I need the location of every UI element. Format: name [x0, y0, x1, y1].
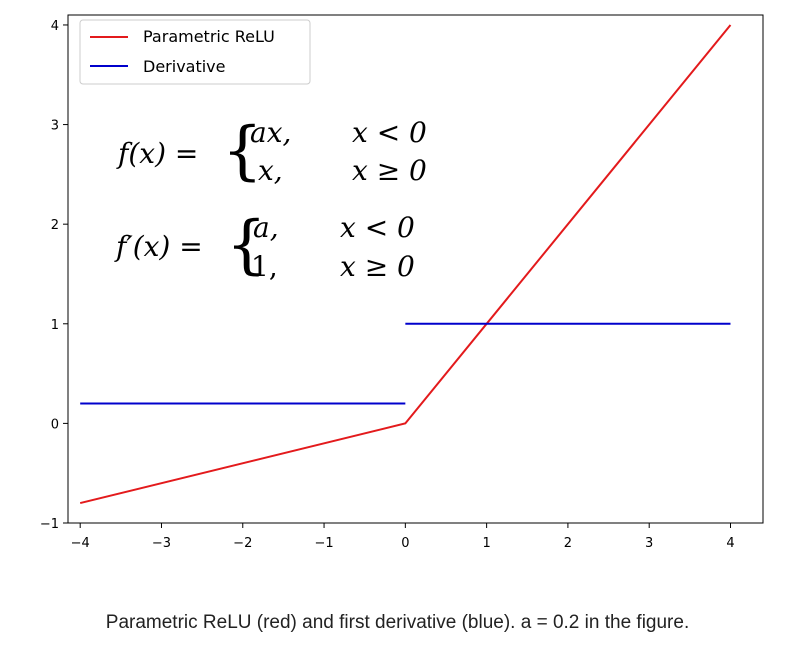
x-tick-label: −1: [314, 536, 333, 551]
y-tick-label: −1: [40, 517, 59, 532]
formula-f-case1-expr: ax,: [250, 116, 291, 149]
prelu-chart: −4 −3 −2 −1 0 1 2 3 4 −1 0 1 2 3 4 Parametric ReLU Der…: [40, 14, 764, 551]
x-tick-label: −3: [152, 536, 171, 551]
figure-caption: Parametric ReLU (red) and first derivati…: [105, 612, 690, 633]
formula-df-lhs: f′(x) =: [114, 230, 203, 263]
legend-frame: [79, 19, 311, 85]
x-tick-label: 3: [645, 536, 653, 551]
y-tick-label: 0: [51, 417, 59, 432]
legend: Parametric ReLU Derivative: [79, 19, 311, 85]
x-tick-label: 4: [726, 536, 734, 551]
formula-derivative: f′(x) = { a, x < 0 1, x ≥ 0: [114, 208, 415, 283]
formula-df-case1-cond: x < 0: [340, 211, 415, 244]
series-layer: [79, 24, 732, 505]
formula-f-lhs: f(x) =: [116, 137, 198, 170]
legend-label-prelu: Parametric ReLU: [143, 27, 275, 46]
formula-f-brace: {: [222, 114, 263, 188]
formula-df-case2-cond: x ≥ 0: [340, 250, 415, 283]
y-tick-label: 1: [51, 318, 59, 333]
legend-label-derivative: Derivative: [143, 57, 226, 76]
formula-df-case1-expr: a,: [253, 211, 279, 244]
x-tick-label: 0: [401, 536, 409, 551]
x-tick-label: −2: [233, 536, 252, 551]
formula-f-case2-cond: x ≥ 0: [352, 154, 427, 187]
formula-prelu: f(x) = { ax, x < 0 x, x ≥ 0: [116, 114, 427, 188]
x-tick-label: −4: [71, 536, 90, 551]
x-tick-label: 2: [564, 536, 572, 551]
formula-df-case2-expr: 1,: [251, 250, 278, 283]
formula-f-case2-expr: x,: [258, 154, 283, 187]
y-tick-label: 3: [51, 119, 59, 134]
formula-f-case1-cond: x < 0: [352, 116, 427, 149]
formula-df-brace: {: [226, 208, 267, 282]
plot-area-frame: [67, 14, 764, 524]
y-tick-label: 4: [51, 19, 59, 34]
prelu-line: [79, 24, 732, 505]
axis-ticks: −4 −3 −2 −1 0 1 2 3 4 −1 0 1 2 3 4: [40, 19, 735, 551]
x-tick-label: 1: [482, 536, 490, 551]
y-tick-label: 2: [51, 218, 59, 233]
